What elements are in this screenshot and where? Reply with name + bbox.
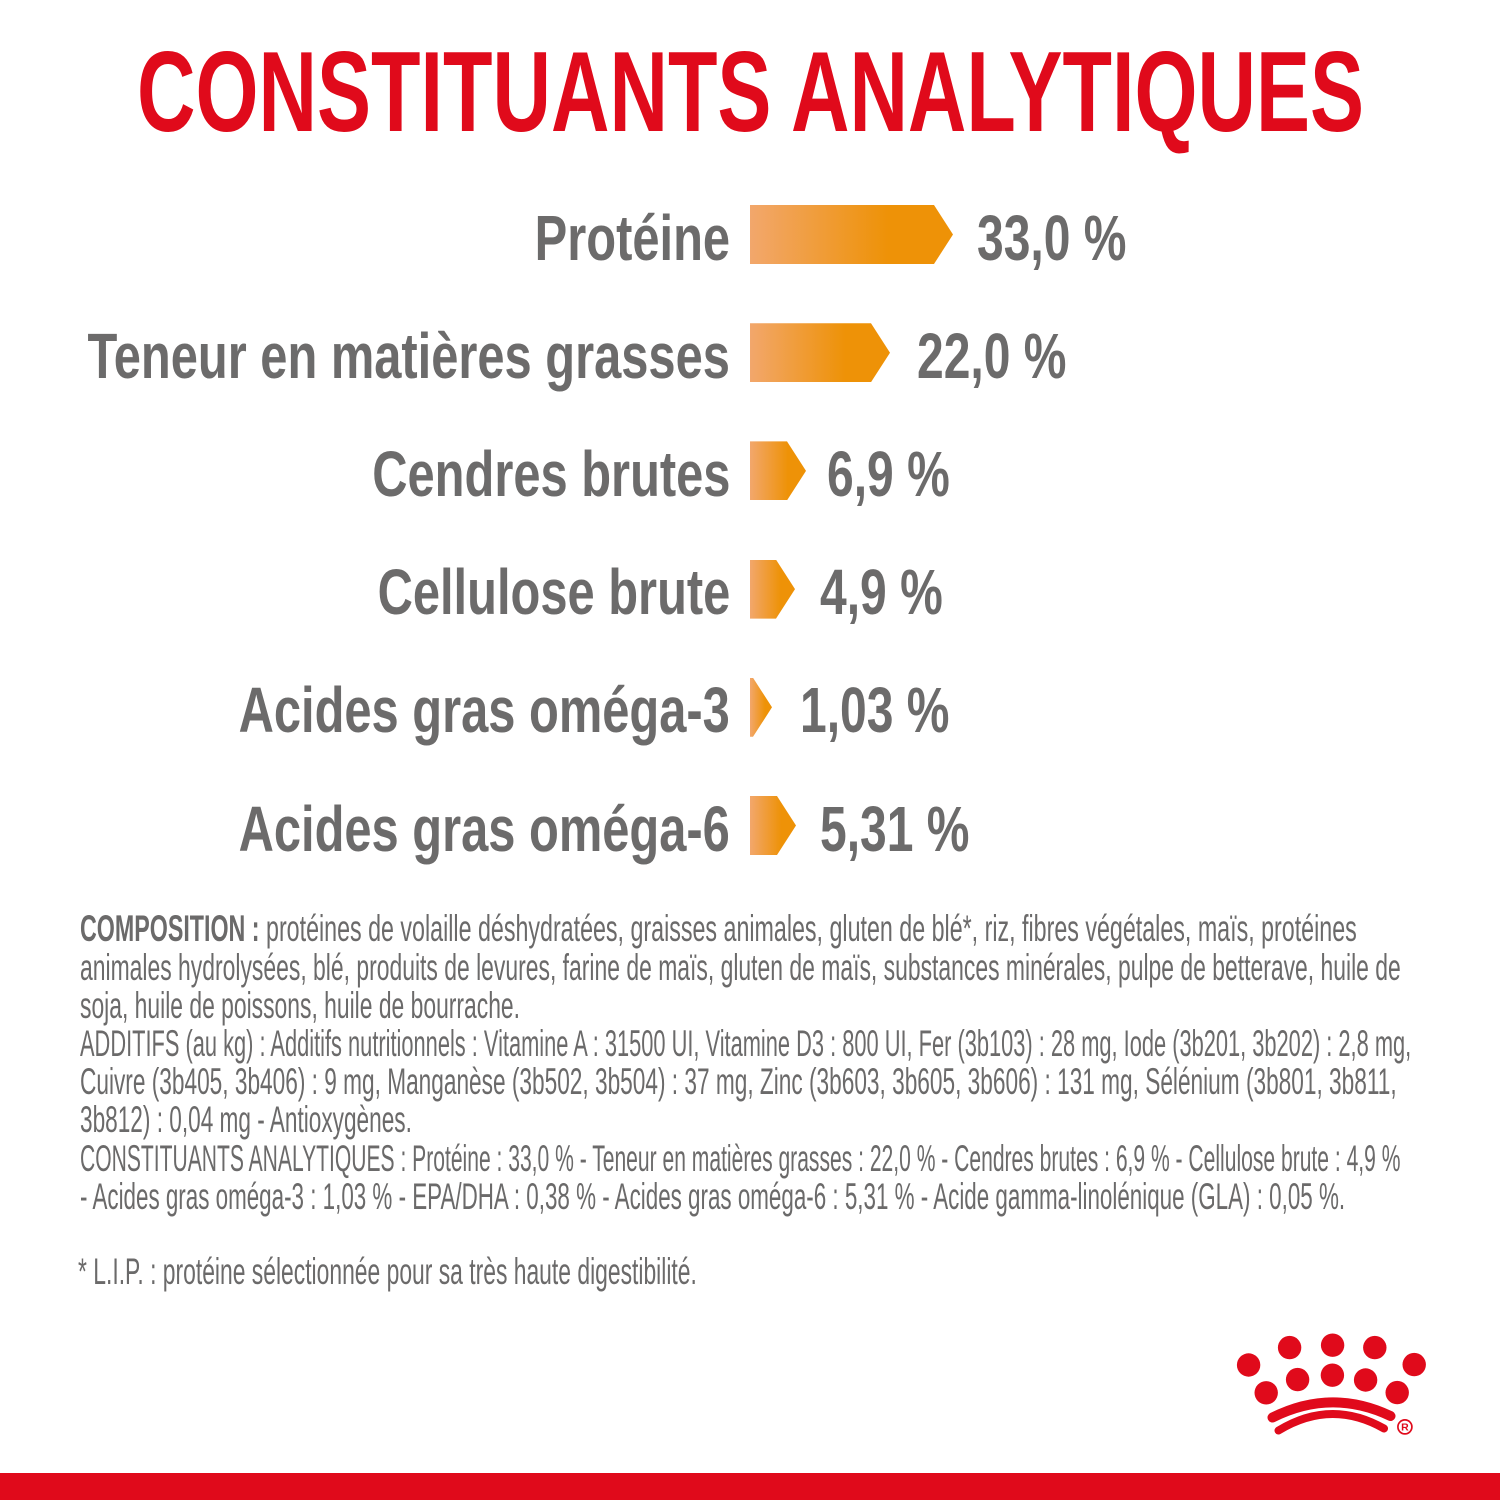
svg-text:R: R [1401, 1422, 1409, 1434]
